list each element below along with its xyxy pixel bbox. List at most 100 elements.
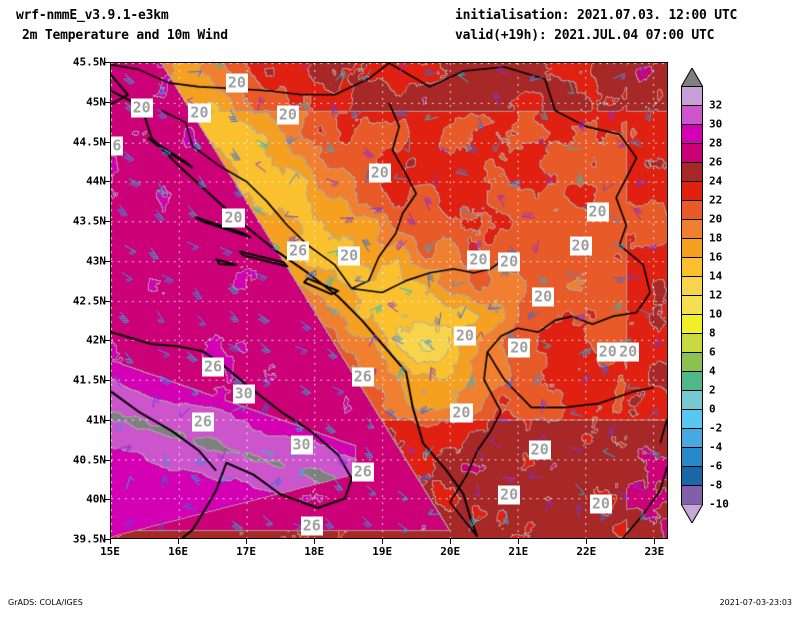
colorbar-band (682, 220, 702, 239)
colorbar-band (682, 144, 702, 163)
colorbar-tick: 24 (709, 174, 723, 188)
colorbar-band (682, 467, 702, 486)
colorbar-tick: 20 (709, 212, 723, 226)
x-axis-tick-mark (654, 539, 656, 544)
model-title: wrf-nmmE_v3.9.1-e3km (16, 8, 169, 23)
colorbar-tick: 8 (709, 326, 716, 340)
colorbar-band (682, 125, 702, 144)
y-axis-tick-label: 42.5N (72, 294, 106, 307)
y-axis-tick-mark (105, 300, 110, 302)
colorbar-band (682, 163, 702, 182)
colorbar-band (682, 315, 702, 334)
colorbar-band (682, 429, 702, 448)
y-axis-tick-mark (105, 62, 110, 63)
x-axis-tick-mark (382, 539, 384, 544)
y-axis-tick-label: 45N (86, 95, 106, 109)
colorbar-tick: 26 (709, 155, 723, 169)
x-axis-tick-mark (314, 539, 316, 544)
x-axis-tick-mark (246, 539, 248, 544)
colorbar-tick: 14 (709, 269, 723, 283)
x-axis-tick-mark (450, 539, 452, 544)
colorbar-tick: 22 (709, 193, 723, 207)
colorbar-band (682, 182, 702, 201)
y-axis-tick-mark (105, 221, 110, 222)
x-axis-tick-mark (178, 539, 180, 544)
colorbar-band (682, 296, 702, 315)
colorbar-band (682, 334, 702, 353)
y-axis-tick-mark (105, 499, 110, 501)
x-axis-tick-mark (518, 539, 520, 544)
y-axis-tick-label: 40.5N (72, 453, 106, 466)
colorbar-band (682, 106, 702, 125)
y-axis-tick-mark (105, 539, 110, 540)
colorbar-tick: 4 (709, 364, 716, 378)
colorbar-tick: 2 (709, 383, 716, 397)
colorbar-tick: 30 (709, 117, 723, 131)
footer-timestamp: 2021-07-03-23:03 (719, 598, 792, 607)
valid-time: valid(+19h): 2021.JUL.04 07:00 UTC (455, 28, 715, 43)
y-axis-tick-label: 39.5N (72, 532, 106, 546)
x-axis-tick-mark (586, 539, 588, 544)
x-axis-tick-label: 18E (304, 545, 325, 558)
colorbar-band (682, 201, 702, 220)
x-axis-tick-label: 19E (372, 545, 393, 558)
y-axis-tick-mark (105, 419, 110, 421)
x-axis-tick-label: 17E (236, 545, 257, 558)
colorbar-band (682, 277, 702, 296)
y-axis-tick-label: 43N (86, 254, 106, 268)
colorbar-band (682, 372, 702, 391)
colorbar-band (682, 486, 702, 505)
y-axis-tick-mark (105, 181, 110, 183)
colorbar-band (682, 391, 702, 410)
x-axis-tick-label: 21E (508, 545, 529, 558)
x-axis-tick-label: 20E (440, 545, 461, 558)
map-plot-area[interactable]: 2020202026202020202620202020262020202026… (110, 62, 668, 539)
colorbar-tick: 10 (709, 307, 723, 321)
x-axis-tick-label: 16E (168, 545, 188, 558)
colorbar-tick: 12 (709, 288, 723, 302)
colorbar-band (682, 353, 702, 372)
y-axis-tick-mark (105, 380, 110, 381)
colorbar-band (682, 448, 702, 467)
colorbar-top-arrow-icon (681, 68, 703, 87)
colorbar-band (682, 87, 702, 106)
colorbar-tick: -10 (709, 497, 729, 511)
initialisation-time: initialisation: 2021.07.03. 12:00 UTC (455, 8, 738, 23)
colorbar-tick: 6 (709, 345, 716, 359)
colorbar-tick: -6 (709, 459, 723, 473)
y-axis-tick-label: 41.5N (72, 373, 106, 387)
colorbar-tick: 28 (709, 136, 723, 150)
colorbar-tick: -4 (709, 440, 723, 454)
y-axis-tick-mark (105, 459, 110, 461)
colorbar[interactable]: 32 30 28 26 24 22 20 18 16 14 12 10 8 6 4 2 0 -2 -4 -6 -8 -10 (681, 68, 791, 528)
colorbar-band (682, 258, 702, 277)
y-axis-tick-label: 43.5N (72, 214, 106, 228)
y-axis-tick-label: 44N (86, 174, 106, 188)
colorbar-bottom-arrow-icon (681, 504, 703, 523)
y-axis-tick-mark (105, 340, 110, 342)
x-axis-tick-label: 15E (100, 545, 120, 558)
colorbar-tick: -2 (709, 421, 723, 435)
y-axis-tick-mark (105, 141, 110, 143)
colorbar-tick: 0 (709, 402, 716, 416)
colorbar-band (682, 410, 702, 429)
colorbar-tick: 18 (709, 231, 723, 245)
x-axis-tick-mark (110, 539, 111, 544)
y-axis-tick-mark (105, 101, 110, 103)
x-axis-tick-label: 22E (576, 545, 597, 558)
colorbar-tick: 16 (709, 250, 723, 264)
y-axis-tick-label: 44.5N (72, 135, 106, 148)
y-axis-tick-label: 42N (86, 333, 106, 347)
colorbar-tick: 32 (709, 98, 723, 112)
x-axis-tick-label: 23E (644, 545, 665, 558)
footer-credit: GrADS: COLA/IGES (8, 598, 83, 607)
y-axis-tick-label: 40N (86, 492, 106, 506)
colorbar-bands (681, 86, 703, 505)
y-axis-tick-mark (105, 260, 110, 262)
temperature-field-canvas (111, 63, 667, 538)
colorbar-band (682, 239, 702, 258)
colorbar-tick: -8 (709, 478, 723, 492)
field-title: 2m Temperature and 10m Wind (22, 28, 228, 43)
y-axis-tick-label: 45.5N (72, 55, 106, 69)
y-axis-tick-label: 41N (86, 413, 106, 427)
